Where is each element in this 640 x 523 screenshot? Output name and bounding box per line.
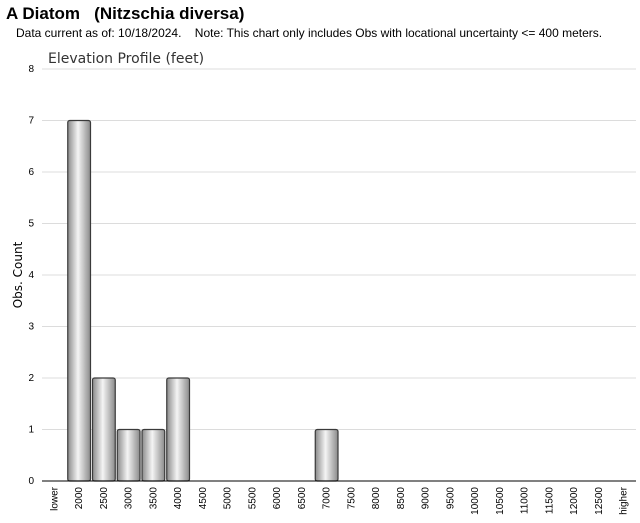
y-tick-label: 7 [28,116,34,127]
x-tick-label: 2000 [74,487,85,510]
x-tick-label: higher [619,486,630,514]
x-tick-label: 12000 [569,487,580,515]
chart-title: A Diatom (Nitzschia diversa) [6,4,245,23]
x-tick-label: 9000 [421,487,432,510]
y-tick-label: 8 [28,64,34,75]
x-tick-label: 7500 [346,487,357,510]
x-tick-label: 3000 [124,487,135,510]
x-tick-label: 8000 [371,487,382,510]
y-tick-label: 4 [28,270,34,281]
bar-2500 [91,377,116,482]
x-tick-label: 5500 [247,487,258,510]
y-axis-label: Obs. Count [11,241,25,308]
x-tick-label: 5000 [223,487,234,510]
x-tick-label: 10000 [470,487,481,515]
x-tick-label: 11500 [544,487,555,515]
bar-3500 [141,428,166,482]
plot-title: Elevation Profile (feet) [48,51,204,67]
y-tick-label: 6 [28,167,34,178]
y-tick-label: 3 [28,322,34,333]
x-tick-label: 12500 [594,487,605,515]
x-tick-label: 4500 [198,487,209,510]
y-tick-label: 1 [28,425,34,436]
bar-layer [67,119,339,482]
y-tick-label: 5 [28,219,34,230]
x-tick-label: 2500 [99,487,110,510]
bar-2000 [67,119,92,482]
x-tick-label: 4000 [173,487,184,510]
x-tick-label: 8500 [396,487,407,510]
grid-layer [42,68,636,430]
x-tick-label: 3500 [148,487,159,510]
bar-4000 [166,377,191,482]
axis-layer: 0 1 2 3 4 5 6 7 8 lower 2000 2500 3000 3500 4000 4500 50… [28,64,636,515]
y-tick-label: 0 [28,476,34,487]
x-tick-label: 10500 [495,487,506,515]
x-tick-label: lower [49,486,60,511]
bar-3000 [116,428,141,482]
x-tick-label: 6000 [272,487,283,510]
x-tick-label: 11000 [520,487,531,515]
x-tick-label: 6500 [297,487,308,510]
bar-7000 [314,428,339,482]
x-tick-label: 7000 [322,487,333,510]
y-tick-label: 2 [28,373,34,384]
data-note: Data current as of: 10/18/2024. Note: Th… [16,26,603,40]
x-tick-label: 9500 [445,487,456,510]
